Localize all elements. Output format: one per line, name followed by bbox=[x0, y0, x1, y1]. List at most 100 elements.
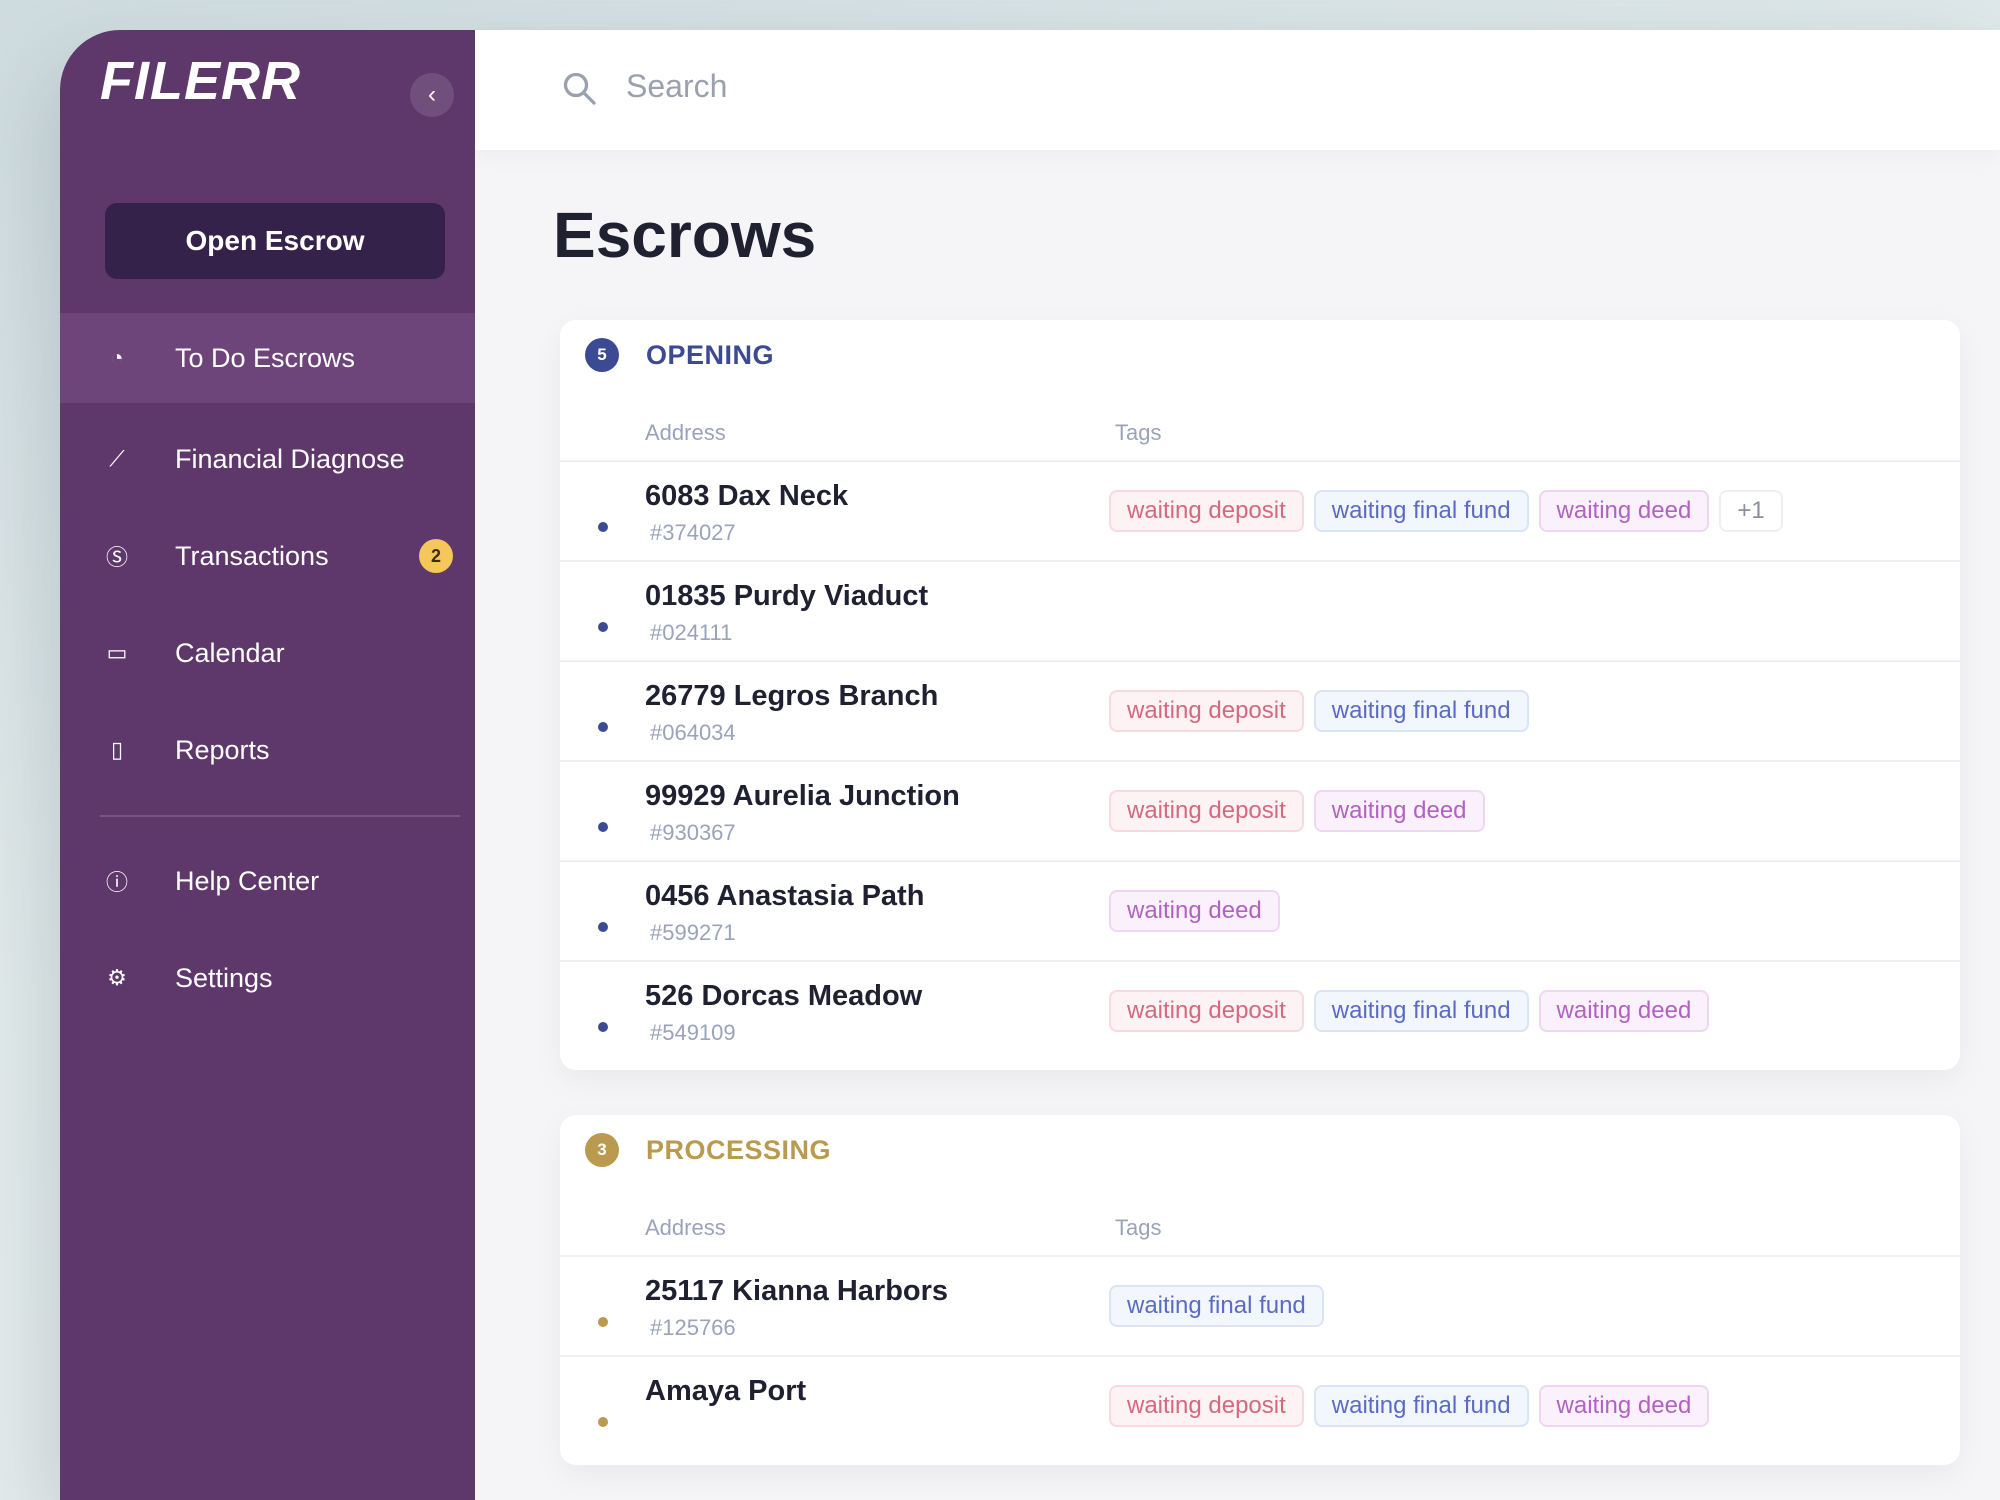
main-content: Search Escrows 5 OPENING Address Tags 6083 D… bbox=[475, 30, 2000, 1500]
sidebar-item-label: Transactions bbox=[175, 540, 329, 571]
tag-waiting-deed[interactable]: waiting deed bbox=[1109, 890, 1280, 932]
sidebar-item-label: To Do Escrows bbox=[175, 342, 356, 373]
escrow-address[interactable]: 26779 Legros Branch bbox=[645, 680, 939, 712]
sidebar-item-label: Help Center bbox=[175, 865, 320, 896]
escrow-address[interactable]: 01835 Purdy Viaduct bbox=[645, 580, 929, 612]
sidebar-item-to-do-escrows[interactable]: ◔ To Do Escrows bbox=[60, 328, 475, 388]
escrow-id: #930367 bbox=[650, 820, 736, 845]
notification-badge: 2 bbox=[419, 539, 453, 573]
status-dot bbox=[598, 822, 608, 832]
sidebar-item-reports[interactable]: ▯ Reports bbox=[60, 720, 475, 780]
escrow-id: #024111 bbox=[650, 620, 733, 645]
status-dot bbox=[598, 1022, 608, 1032]
sidebar-item-settings[interactable]: ⚙ Settings bbox=[60, 948, 475, 1008]
section-title: PROCESSING bbox=[646, 1135, 832, 1165]
tag-waiting-final-fund[interactable]: waiting final fund bbox=[1313, 690, 1529, 732]
escrow-address[interactable]: 6083 Dax Neck bbox=[645, 480, 849, 512]
more-tags-button[interactable]: +1 bbox=[1719, 490, 1783, 532]
calendar-icon: ▭ bbox=[106, 640, 128, 665]
sidebar-item-label: Financial Diagnose bbox=[175, 443, 405, 474]
sidebar-item-label: Settings bbox=[175, 962, 273, 993]
escrow-list: 6083 Dax Neck #374027 waiting deposit waiti… bbox=[560, 460, 1960, 1060]
section-title: OPENING bbox=[646, 340, 775, 370]
status-dot bbox=[598, 622, 608, 632]
tag-list: waiting deposit waiting final fund waiting… bbox=[1109, 1385, 1710, 1427]
escrow-id: #599271 bbox=[650, 920, 736, 945]
active-item-highlight bbox=[60, 313, 475, 403]
tag-list: waiting deposit waiting deed bbox=[1109, 790, 1485, 832]
document-icon: ▯ bbox=[110, 737, 124, 762]
tag-waiting-deposit[interactable]: waiting deposit bbox=[1109, 1385, 1304, 1427]
app-window: FILERR ‹ Open Escrow ◔ To Do Escrows ⟋ Fina… bbox=[60, 30, 2000, 1500]
column-header-address: Address bbox=[645, 1215, 726, 1240]
escrow-id: #064034 bbox=[650, 720, 736, 745]
table-row[interactable]: 26779 Legros Branch #064034 waiting deposi… bbox=[560, 660, 1960, 760]
sidebar-divider bbox=[100, 815, 460, 817]
table-row[interactable]: 6083 Dax Neck #374027 waiting deposit waiti… bbox=[560, 460, 1960, 560]
tag-waiting-deposit[interactable]: waiting deposit bbox=[1109, 690, 1304, 732]
tag-list: waiting final fund bbox=[1109, 1285, 1324, 1327]
escrow-id: #374027 bbox=[650, 520, 736, 545]
sidebar-item-financial-diagnose[interactable]: ⟋ Financial Diagnose bbox=[60, 429, 475, 489]
tag-waiting-deed[interactable]: waiting deed bbox=[1538, 1385, 1710, 1427]
tag-waiting-deposit[interactable]: waiting deposit bbox=[1109, 990, 1304, 1032]
open-escrow-button[interactable]: Open Escrow bbox=[105, 203, 445, 279]
trend-line-icon: ⟋ bbox=[109, 446, 125, 471]
chevron-left-icon: ‹ bbox=[428, 81, 436, 108]
status-dot bbox=[598, 922, 608, 932]
sidebar-item-help-center[interactable]: ⓘ Help Center bbox=[60, 851, 475, 911]
column-header-tags: Tags bbox=[1115, 420, 1162, 445]
tag-waiting-deposit[interactable]: waiting deposit bbox=[1109, 490, 1304, 532]
column-header-tags: Tags bbox=[1115, 1215, 1162, 1240]
column-header-address: Address bbox=[645, 420, 726, 445]
tag-list: waiting deposit waiting final fund waiting… bbox=[1109, 990, 1710, 1032]
search-icon bbox=[563, 72, 596, 105]
page-title: Escrows bbox=[553, 199, 817, 271]
sidebar-item-transactions[interactable]: Ⓢ Transactions 2 bbox=[60, 526, 475, 586]
escrow-address[interactable]: 25117 Kianna Harbors bbox=[645, 1275, 949, 1307]
table-row[interactable]: 526 Dorcas Meadow #549109 waiting deposit w… bbox=[560, 960, 1960, 1060]
table-row[interactable]: 0456 Anastasia Path #599271 waiting deed bbox=[560, 860, 1960, 960]
status-dot bbox=[598, 522, 608, 532]
collapse-sidebar-button[interactable]: ‹ bbox=[410, 73, 454, 117]
tag-waiting-final-fund[interactable]: waiting final fund bbox=[1109, 1285, 1324, 1327]
escrow-id: #125766 bbox=[650, 1315, 736, 1340]
sidebar-item-label: Reports bbox=[175, 734, 270, 765]
tag-list: waiting deposit waiting final fund waiting… bbox=[1109, 490, 1783, 532]
status-dot bbox=[598, 1417, 608, 1427]
sidebar: FILERR ‹ Open Escrow ◔ To Do Escrows ⟋ Fina… bbox=[60, 30, 475, 1500]
escrow-address[interactable]: 0456 Anastasia Path bbox=[645, 880, 925, 912]
section-count-badge: 3 bbox=[585, 1133, 619, 1167]
top-bar: Search bbox=[475, 30, 2000, 150]
table-row[interactable]: 25117 Kianna Harbors #125766 waiting final… bbox=[560, 1255, 1960, 1355]
section-count-badge: 5 bbox=[585, 338, 619, 372]
tag-list: waiting deed bbox=[1109, 890, 1280, 932]
tag-waiting-final-fund[interactable]: waiting final fund bbox=[1313, 490, 1529, 532]
tag-waiting-final-fund[interactable]: waiting final fund bbox=[1313, 990, 1529, 1032]
table-row[interactable]: 01835 Purdy Viaduct #024111 bbox=[560, 560, 1960, 660]
dollar-circle-icon: Ⓢ bbox=[105, 545, 128, 570]
section-card-opening: 5 OPENING Address Tags 6083 Dax Neck #374027 w… bbox=[560, 320, 1960, 1070]
escrow-address[interactable]: Amaya Port bbox=[645, 1375, 807, 1407]
status-dot bbox=[598, 722, 608, 732]
search-input[interactable]: Search bbox=[626, 68, 728, 104]
tag-waiting-deed[interactable]: waiting deed bbox=[1538, 490, 1710, 532]
help-circle-icon: ⓘ bbox=[105, 870, 128, 895]
tag-waiting-final-fund[interactable]: waiting final fund bbox=[1313, 1385, 1529, 1427]
table-row[interactable]: 99929 Aurelia Junction #930367 waiting dep… bbox=[560, 760, 1960, 860]
status-dot bbox=[598, 1317, 608, 1327]
section-card-processing: 3 PROCESSING Address Tags 25117 Kianna Harbo… bbox=[560, 1115, 1960, 1465]
tag-waiting-deed[interactable]: waiting deed bbox=[1313, 790, 1485, 832]
escrow-address[interactable]: 526 Dorcas Meadow bbox=[645, 980, 923, 1012]
gear-icon: ⚙ bbox=[107, 965, 127, 990]
tag-waiting-deposit[interactable]: waiting deposit bbox=[1109, 790, 1304, 832]
escrow-id: #549109 bbox=[650, 1020, 736, 1045]
escrow-list: 25117 Kianna Harbors #125766 waiting final… bbox=[560, 1255, 1960, 1455]
table-row[interactable]: Amaya Port waiting deposit waiting final f… bbox=[560, 1355, 1960, 1455]
sidebar-item-calendar[interactable]: ▭ Calendar bbox=[60, 623, 475, 683]
tag-waiting-deed[interactable]: waiting deed bbox=[1538, 990, 1710, 1032]
tag-list: waiting deposit waiting final fund bbox=[1109, 690, 1529, 732]
escrow-address[interactable]: 99929 Aurelia Junction bbox=[645, 780, 960, 812]
logo: FILERR bbox=[100, 51, 301, 111]
